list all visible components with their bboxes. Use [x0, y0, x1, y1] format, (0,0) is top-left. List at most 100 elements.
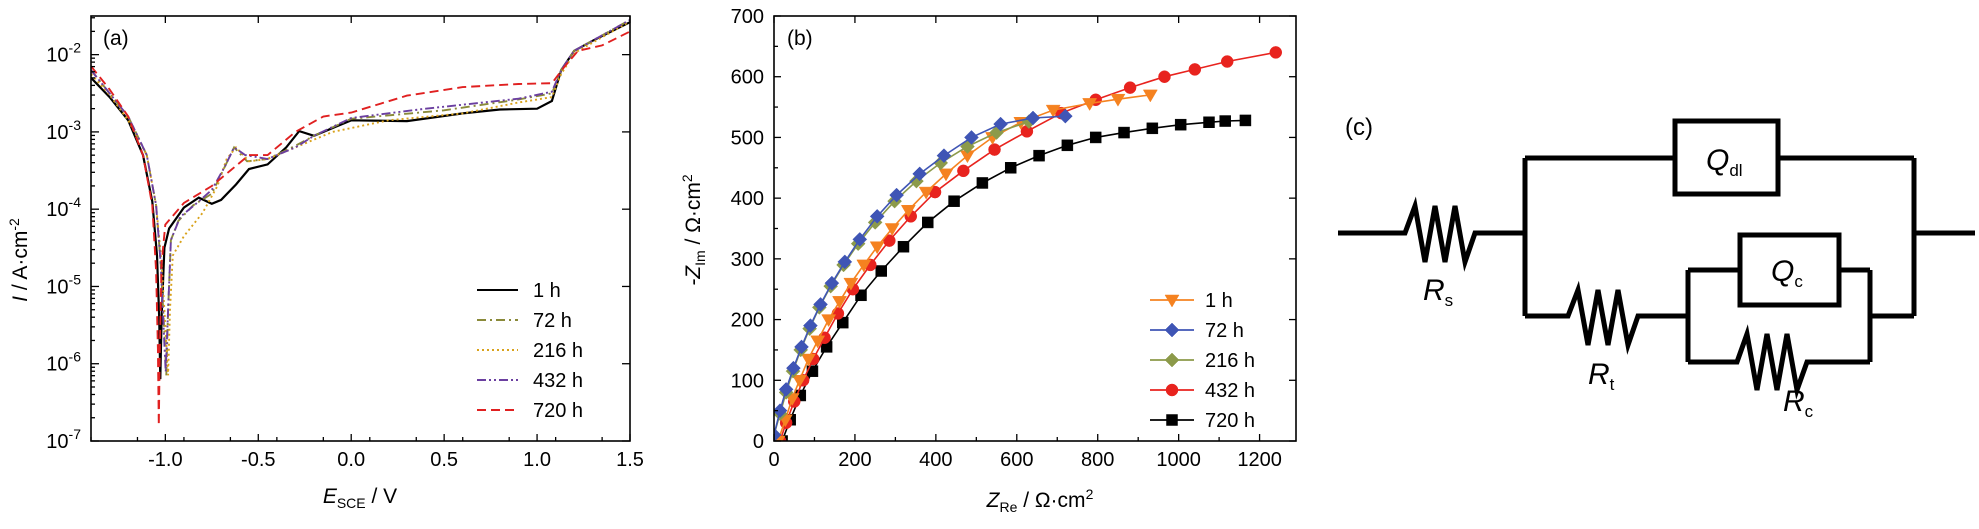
- chart-b-data-point: [957, 164, 970, 178]
- chart-b-data-point: [1219, 115, 1231, 127]
- chart-b-data-point: [778, 382, 794, 397]
- qc-sub: c: [1794, 272, 1803, 291]
- chart-b-data-point: [869, 209, 885, 224]
- chart-b-data-point: [1082, 98, 1098, 111]
- chart-b-ylabel-sup: 2: [679, 174, 695, 182]
- chart-a-series-line: [91, 21, 630, 380]
- rs-label: Rs: [1423, 274, 1453, 310]
- chart-b-data-point: [856, 259, 872, 273]
- chart-b-ylabel-unit: / Ω·cm: [682, 182, 705, 250]
- chart-a-legend-label: 216 h: [533, 340, 583, 362]
- chart-b-data-point: [852, 232, 868, 247]
- chart-b-x-tick-label: 200: [838, 449, 871, 471]
- chart-b-y-tick-label: 200: [731, 310, 764, 332]
- chart-b-data-point: [1020, 125, 1034, 138]
- rc-main: R: [1783, 385, 1805, 418]
- chart-b-frame: [773, 15, 1297, 442]
- chart-b-legend-marker: [1166, 414, 1178, 426]
- chart-b-y-tick-label: 500: [731, 127, 764, 149]
- chart-b-data-point: [1123, 81, 1137, 94]
- chart-b-data-point: [786, 360, 801, 376]
- chart-b-data-point: [912, 166, 928, 182]
- chart-b-data-point: [988, 143, 1001, 156]
- chart-b-data-point: [1174, 118, 1187, 131]
- chart-b-legend-label: 432 h: [1205, 380, 1255, 402]
- chart-a-frame: [90, 15, 631, 442]
- chart-b-data-point: [810, 335, 826, 349]
- chart-a-ticks: -1.0 -0.5 0.0 0.5 1.0 1.5 10-7 10-6 10-5 10-4 10-3…: [46, 16, 644, 471]
- chart-a-ylabel-sup: -2: [6, 218, 22, 231]
- chart-b: 0 200 400 600 800 1000 1200 0 100 200 300 400 500 600…: [679, 6, 1297, 515]
- chart-b-data-point: [1025, 110, 1041, 126]
- rt-main: R: [1588, 358, 1610, 391]
- chart-b-ticks: 0 200 400 600 800 1000 1200 0 100 200 300 400 500 600…: [731, 6, 1296, 471]
- chart-b-data-point: [883, 234, 896, 247]
- chart-b-legend-marker: [1165, 383, 1179, 397]
- chart-b-y-tick-label: 400: [731, 188, 764, 210]
- chart-a-y-tick-label: 10-2: [46, 40, 81, 67]
- chart-b-data-point: [1142, 89, 1158, 103]
- chart-b-data-point: [1061, 139, 1074, 152]
- chart-b-legend-marker: [1164, 352, 1180, 368]
- chart-b-y-tick-label: 600: [731, 67, 764, 89]
- panel-a-label: (a): [103, 27, 129, 50]
- chart-b-data-point: [1033, 149, 1045, 162]
- chart-b-xlabel-sub: Re: [999, 499, 1017, 515]
- chart-b-data-point: [803, 318, 818, 333]
- chart-b-data-point: [948, 195, 960, 207]
- chart-a: -1.0 -0.5 0.0 0.5 1.0 1.5 10-7 10-6 10-5 10-4 10-3…: [6, 15, 644, 511]
- chart-b-data-point: [1057, 108, 1073, 124]
- chart-b-series-line: [774, 120, 1030, 436]
- rs-resistor: [1338, 196, 1525, 272]
- chart-b-x-tick-label: 800: [1081, 449, 1114, 471]
- chart-b-data-point: [875, 265, 887, 277]
- qc-label: Qc: [1771, 255, 1803, 291]
- chart-b-legend-marker: [1164, 322, 1180, 338]
- chart-b-data-point: [1158, 70, 1171, 83]
- chart-b-data-point: [774, 427, 782, 441]
- chart-b-data-point: [936, 148, 952, 163]
- equivalent-circuit: (c) Rs Rt Rc Qdl Qc: [1338, 114, 1975, 421]
- chart-b-data-point: [918, 186, 934, 200]
- chart-a-x-axis-label: ESCE / V: [323, 485, 397, 511]
- chart-b-series-line: [779, 51, 1276, 441]
- rs-sub: s: [1445, 291, 1454, 310]
- chart-b-data-point: [821, 314, 837, 328]
- chart-b-data-point: [855, 289, 867, 302]
- chart-b-series-line: [774, 115, 1066, 436]
- chart-a-legend: 1 h 72 h 216 h 432 h 720 h: [477, 280, 583, 422]
- chart-b-data-point: [824, 275, 840, 291]
- chart-b-data-point: [843, 277, 859, 291]
- chart-a-x-tick-label: 0.5: [430, 449, 458, 471]
- chart-a-series-line: [91, 19, 630, 372]
- chart-b-x-tick-label: 1200: [1237, 449, 1282, 471]
- chart-a-x-tick-label: -0.5: [241, 449, 275, 471]
- qdl-label: Qdl: [1706, 144, 1743, 180]
- chart-a-y-tick-label: 10-7: [46, 426, 81, 453]
- chart-b-y-tick-label: 700: [731, 6, 764, 28]
- chart-b-x-tick-label: 400: [919, 449, 952, 471]
- chart-b-y-tick-label: 100: [731, 370, 764, 392]
- chart-b-ylabel-sub: Im: [692, 250, 708, 266]
- chart-a-legend-label: 1 h: [533, 280, 561, 302]
- chart-b-data-point: [900, 205, 916, 218]
- chart-b-x-tick-label: 600: [1000, 449, 1033, 471]
- chart-a-x-tick-label: -1.0: [148, 449, 182, 471]
- chart-a-y-tick-label: 10-4: [46, 194, 81, 221]
- chart-b-data-point: [897, 240, 910, 253]
- chart-a-xlabel-unit: / V: [366, 485, 398, 508]
- chart-b-data-point: [1118, 126, 1130, 139]
- chart-b-data-point: [832, 296, 847, 309]
- chart-b-series: [774, 46, 1283, 441]
- chart-b-xlabel-main: Z: [986, 489, 1001, 512]
- chart-a-ylabel-main: I: [9, 296, 32, 302]
- parallel-bus-lines: [1522, 158, 1917, 316]
- rt-label: Rt: [1588, 358, 1615, 394]
- chart-b-data-point: [837, 254, 853, 270]
- chart-b-data-point: [813, 297, 828, 312]
- chart-b-data-point: [1045, 104, 1061, 118]
- chart-b-data-point: [869, 241, 885, 255]
- chart-b-legend-label: 1 h: [1205, 290, 1233, 312]
- chart-b-data-point: [884, 223, 900, 236]
